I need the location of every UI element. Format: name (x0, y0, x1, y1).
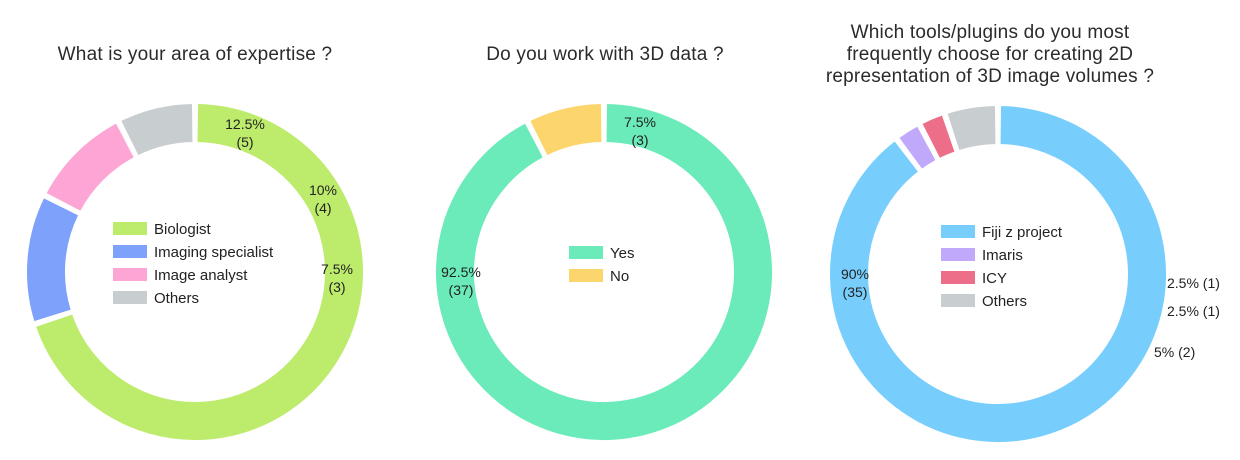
slice-count-label: (3) (328, 279, 345, 295)
legend-label: Image analyst (154, 267, 248, 284)
chart-title-line: Which tools/plugins do you most (850, 22, 1130, 43)
chart-title-expertise: What is your area of expertise ? (57, 44, 333, 65)
donut-slice (527, 101, 604, 158)
legend-label: Imaging specialist (154, 244, 274, 261)
legend-label: No (610, 268, 629, 285)
slice-value-label: 2.5% (1) (1167, 275, 1220, 291)
legend-swatch (941, 271, 975, 284)
slice-percent-label: 7.5% (624, 114, 656, 130)
slice-count-label: (35) (843, 284, 868, 300)
legend-label: Imaris (982, 247, 1023, 264)
slice-percent-label: 92.5% (441, 264, 481, 280)
legend-swatch (113, 268, 147, 281)
slice-percent-label: 12.5% (225, 116, 265, 132)
slice-value-label: 5% (2) (1154, 344, 1195, 360)
legend-swatch (941, 248, 975, 261)
donut-slice (828, 103, 1168, 444)
legend-swatch (941, 294, 975, 307)
legend-label: Others (154, 290, 199, 307)
legend-label: Fiji z project (982, 224, 1063, 241)
legend-label: ICY (982, 270, 1007, 287)
donut-slice (896, 123, 939, 172)
legend-swatch (941, 225, 975, 238)
slice-percent-label: 90% (841, 266, 869, 282)
legend-swatch (113, 245, 147, 258)
legend-swatch (113, 222, 147, 235)
chart-title-line: representation of 3D image volumes ? (825, 66, 1155, 87)
slice-count-label: (4) (314, 200, 331, 216)
donut-slice (919, 113, 957, 161)
legend-swatch (569, 246, 603, 259)
donut-slice (118, 101, 195, 158)
donut-slice (434, 101, 774, 442)
donut-slice (945, 103, 998, 153)
legend-label: Biologist (154, 221, 212, 238)
slice-percent-label: 10% (309, 182, 337, 198)
slice-value-label: 2.5% (1) (1167, 303, 1220, 319)
donut-slice (33, 101, 365, 442)
slice-count-label: (37) (449, 282, 474, 298)
slice-percent-label: 7.5% (321, 261, 353, 277)
chart-title-3d-data: Do you work with 3D data ? (486, 44, 724, 65)
legend-label: Yes (610, 245, 634, 262)
slice-count-label: (5) (236, 134, 253, 150)
donut-slice (44, 121, 137, 214)
chart-title-line: frequently choose for creating 2D (846, 44, 1134, 65)
chart-title-tools: Which tools/plugins do you most frequent… (800, 22, 1180, 88)
legend-swatch (569, 269, 603, 282)
slice-count-label: (3) (631, 132, 648, 148)
donut-slice (25, 195, 81, 324)
legend-swatch (113, 291, 147, 304)
legend-label: Others (982, 293, 1027, 310)
